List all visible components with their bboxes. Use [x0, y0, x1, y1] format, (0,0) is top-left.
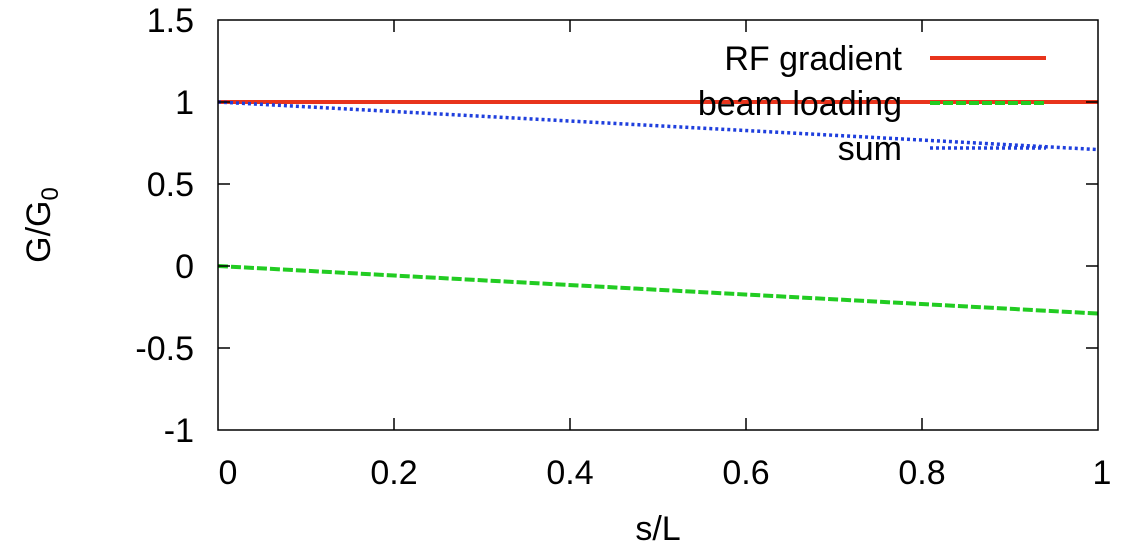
- x-tick-label: 0.8: [898, 454, 945, 492]
- y-tick-label: 0: [175, 248, 194, 286]
- x-tick-label: 0.4: [546, 454, 593, 492]
- x-tick-label: 0.2: [370, 454, 417, 492]
- legend-label: sum: [838, 130, 902, 168]
- y-axis-label-subscript: 0: [37, 187, 64, 200]
- ticks-layer: 0 0.2 0.4 0.6 0.8 1 -1 -0.5 0 0.5 1 1.5: [135, 2, 1111, 492]
- y-axis-label-main: G/G: [20, 201, 58, 263]
- x-tick-label: 0: [219, 454, 238, 492]
- y-axis-label: G/G0: [20, 187, 64, 263]
- y-tick-label: 1.5: [147, 2, 194, 40]
- x-tick-label: 1: [1093, 454, 1112, 492]
- legend-label: beam loading: [698, 85, 902, 123]
- series-line: [217, 100, 1099, 152]
- x-tick-label: 0.6: [722, 454, 769, 492]
- y-tick-label: -0.5: [135, 330, 194, 368]
- series-line: [217, 264, 1099, 316]
- y-tick-label: 1: [175, 84, 194, 122]
- y-tick-label: 0.5: [147, 166, 194, 204]
- legend-label: RF gradient: [724, 40, 902, 78]
- legend: RF gradient beam loading sum: [698, 40, 1046, 168]
- x-axis-label: s/L: [635, 510, 680, 548]
- plot-frame: [217, 19, 1099, 431]
- series-layer: [217, 100, 1099, 316]
- y-tick-label: -1: [164, 412, 194, 450]
